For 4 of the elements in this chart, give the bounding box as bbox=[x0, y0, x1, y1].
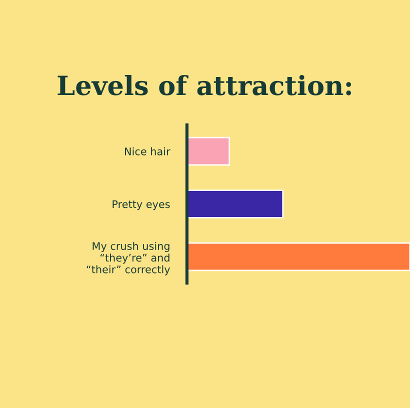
chart-title: Levels of attraction: bbox=[58, 74, 352, 96]
y-tick-label: Pretty eyes bbox=[112, 200, 170, 210]
y-tick-label: My crush using “they’re” and “their” correctly bbox=[86, 242, 170, 276]
y-tick-label: Nice hair bbox=[125, 147, 170, 156]
